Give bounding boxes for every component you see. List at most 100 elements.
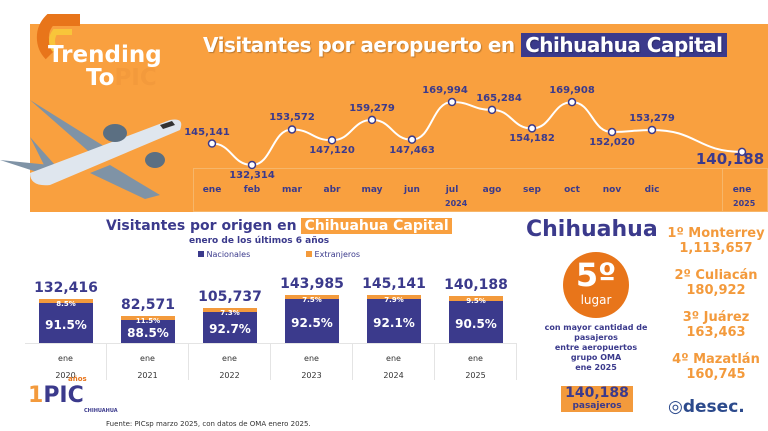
value-label: 153,279	[629, 112, 675, 124]
bar-extranjeros	[39, 299, 93, 303]
month-label: ene	[304, 354, 319, 363]
bar-extranjeros	[203, 307, 257, 312]
data-point	[407, 135, 417, 144]
extranjeros-pct-label: 7.5%	[302, 296, 322, 305]
axis-cell: ene 2025	[435, 343, 517, 380]
bar-chart-subtitle: enero de los últimos 6 años	[189, 236, 330, 246]
month-label: ene	[468, 354, 483, 363]
data-point	[327, 135, 337, 145]
month-label: jul	[445, 185, 459, 195]
rank-item: 2º Culiacán 180,922	[674, 268, 758, 298]
value-label: 169,908	[549, 85, 595, 97]
ranking-total: 140,188 pasajeros	[561, 386, 633, 412]
nacionales-pct-label: 90.5%	[455, 316, 497, 331]
nacionales-pct-label: 92.1%	[373, 315, 415, 330]
year-label: 2021	[137, 371, 158, 380]
year-label: 2024	[383, 371, 404, 380]
value-label: 169,994	[422, 85, 468, 96]
data-point	[247, 160, 257, 170]
bar-chart-title: Visitantes por origen en Chihuahua Capit…	[106, 218, 452, 234]
value-label: 132,314	[229, 170, 275, 181]
trending-topic-logo: Trending ToPIC	[48, 42, 162, 91]
data-point	[647, 125, 657, 135]
ranking-city: Chihuahua	[526, 217, 658, 242]
total-label: 132,416	[34, 280, 98, 296]
month-label: dic	[644, 185, 660, 195]
value-label: 153,572	[269, 112, 315, 124]
month-label: nov	[602, 185, 622, 195]
data-point	[737, 147, 747, 157]
value-label: 159,279	[349, 102, 395, 114]
axis-cell: ene 2021	[107, 343, 189, 380]
total-label: 140,188	[444, 277, 508, 294]
desec-swirl-icon: ◎	[668, 397, 683, 417]
total-label: 105,737	[198, 288, 262, 305]
month-label: mar	[282, 185, 302, 195]
desec-logo: ◎desec.	[668, 397, 745, 417]
month-label: jun	[404, 185, 420, 195]
logo-arrow-icon	[36, 14, 80, 60]
value-label: 152,020	[589, 137, 635, 149]
year-label: 2025	[465, 371, 486, 380]
data-point	[447, 97, 457, 107]
month-label: ene	[58, 354, 73, 363]
data-point	[287, 125, 297, 134]
nacionales-pct-label: 92.7%	[209, 322, 251, 337]
month-label: ene	[140, 354, 155, 363]
axis-cell: ene 2020	[25, 343, 107, 380]
year-label: 2020	[55, 371, 76, 380]
data-point	[367, 115, 377, 125]
rank-item: 3º Juárez 163,463	[682, 310, 750, 340]
data-point	[567, 97, 577, 107]
month-label: may	[361, 185, 383, 195]
year-label-2024: 2024	[445, 199, 468, 208]
month-label: abr	[323, 185, 341, 195]
line-chart	[207, 97, 747, 170]
bar-nacionales	[449, 300, 503, 343]
axis-cell: ene 2023	[271, 343, 353, 380]
bar-extranjeros	[449, 296, 503, 301]
month-label: oct	[564, 185, 580, 195]
legend-extranjeros: Extranjeros	[306, 250, 360, 260]
extranjeros-pct-label: 7.9%	[384, 295, 404, 304]
value-label: 147,120	[309, 145, 355, 157]
nacionales-pct-label: 91.5%	[45, 318, 87, 332]
value-label: 165,284	[476, 92, 522, 104]
axis-cell: ene 2022	[189, 343, 271, 380]
month-label: ene	[222, 354, 237, 363]
ranking-description: con mayor cantidad de pasajeros entre aero…	[544, 323, 648, 372]
bar-extranjeros	[285, 295, 339, 300]
value-label: 154,182	[509, 133, 555, 145]
axis-cell: ene 2024	[353, 343, 435, 380]
pic-10-years-logo: 1PIC años CHIHUAHUA	[28, 375, 118, 414]
value-label: 147,463	[389, 144, 435, 156]
data-point	[527, 124, 537, 133]
data-point	[607, 127, 617, 137]
month-label: ene	[386, 354, 401, 363]
rank-item: 4º Mazatlán 160,745	[672, 352, 760, 382]
value-label: 140,188	[695, 149, 765, 168]
total-label: 143,985	[280, 276, 344, 293]
data-point	[487, 105, 497, 115]
total-label: 145,141	[362, 275, 426, 292]
legend-nacionales: Nacionales	[198, 250, 250, 260]
nacionales-pct-label: 92.5%	[291, 316, 333, 331]
source-note: Fuente: PICsp marzo 2025, con datos de O…	[106, 420, 311, 428]
bar-nacionales	[203, 311, 257, 343]
month-label: feb	[243, 185, 261, 195]
bar-extranjeros	[367, 294, 421, 299]
extranjeros-pct-label: 11.5%	[135, 316, 161, 325]
month-label: ene	[202, 185, 222, 195]
data-point	[207, 139, 217, 148]
extranjeros-pct-label: 7.3%	[220, 308, 240, 317]
rank-circle: 5º lugar	[563, 252, 629, 318]
bar-nacionales	[367, 298, 421, 343]
year-label-2025: 2025	[733, 199, 756, 208]
year-label: 2023	[301, 371, 322, 380]
rank-item: 1º Monterrey 1,113,657	[667, 226, 765, 256]
bar-nacionales	[121, 319, 175, 343]
extranjeros-pct-label: 9.5%	[466, 297, 486, 306]
month-label: ene	[732, 185, 752, 195]
bar-nacionales	[285, 299, 339, 343]
year-label: 2022	[219, 371, 240, 380]
